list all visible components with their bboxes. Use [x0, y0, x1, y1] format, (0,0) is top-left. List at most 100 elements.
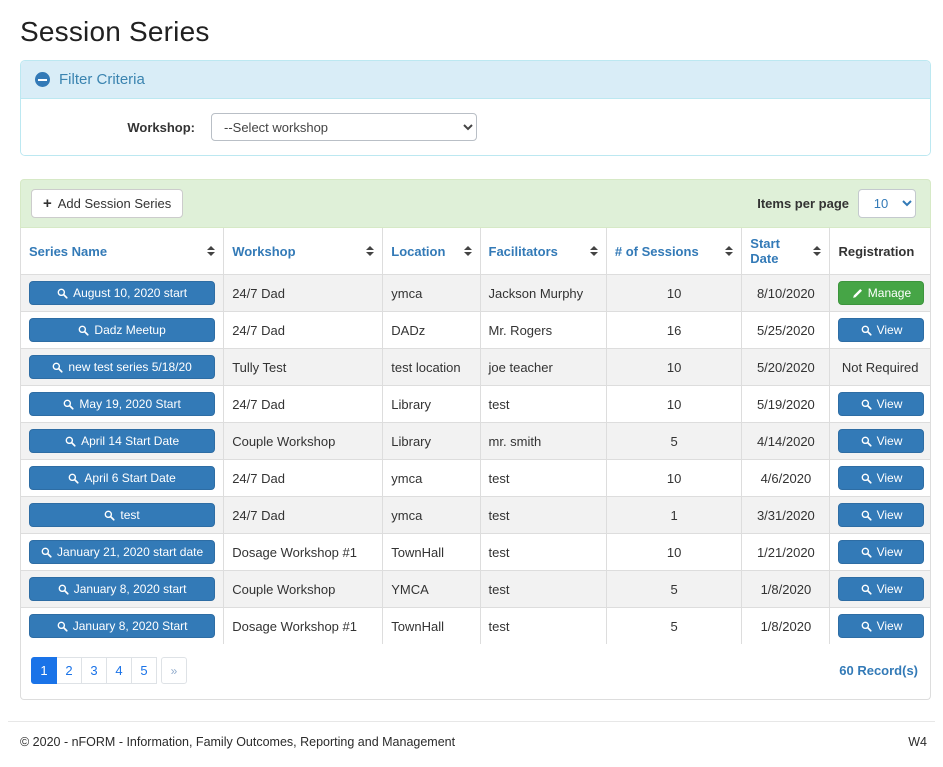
pagination-page-2-button[interactable]: 2 [56, 657, 82, 684]
page-title: Session Series [20, 16, 210, 47]
view-registration-button[interactable]: View [838, 503, 925, 527]
workshop-cell: 24/7 Dad [223, 496, 383, 534]
view-registration-button[interactable]: View [838, 466, 925, 490]
table-row: January 21, 2020 start date Dosage Worksh… [21, 533, 930, 571]
column-header-start-date[interactable]: Start Date [741, 228, 830, 275]
view-registration-button[interactable]: View [838, 540, 925, 564]
pagination-page-3-button[interactable]: 3 [81, 657, 107, 684]
facilitators-cell: test [479, 459, 607, 497]
series-name-cell: Dadz Meetup [21, 311, 224, 349]
manage-button-label: Manage [867, 286, 912, 300]
sort-icon[interactable] [366, 246, 375, 256]
workshop-cell: 24/7 Dad [223, 274, 383, 312]
view-registration-button[interactable]: View [838, 318, 925, 342]
facilitators-cell: Mr. Rogers [479, 311, 607, 349]
sessions-count-cell: 1 [605, 496, 742, 534]
series-name-cell: August 10, 2020 start [21, 274, 224, 312]
magnifier-icon [861, 399, 872, 410]
pagination-next-button[interactable]: » [161, 657, 187, 684]
series-name-button[interactable]: new test series 5/18/20 [29, 355, 216, 379]
collapse-minus-icon[interactable] [35, 72, 50, 87]
sort-icon[interactable] [463, 246, 472, 256]
view-registration-button[interactable]: View [838, 392, 925, 416]
sessions-count-cell: 10 [605, 274, 742, 312]
magnifier-icon [53, 362, 63, 373]
sort-icon[interactable] [589, 246, 598, 256]
sessions-count-cell: 16 [605, 311, 742, 349]
sessions-count-cell: 5 [605, 422, 742, 460]
workshop-select[interactable]: --Select workshop [211, 113, 477, 141]
column-header-series-name[interactable]: Series Name [21, 228, 224, 275]
view-registration-button[interactable]: View [838, 577, 925, 601]
facilitators-cell: test [479, 533, 607, 571]
series-name-button[interactable]: January 21, 2020 start date [29, 540, 216, 564]
series-name-label: January 21, 2020 start date [57, 545, 204, 559]
sort-icon[interactable] [725, 246, 734, 256]
location-cell: TownHall [382, 607, 481, 644]
table-row: April 14 Start Date Couple Workshop Librar… [21, 422, 930, 460]
magnifier-icon [79, 325, 89, 336]
series-name-button[interactable]: January 8, 2020 start [29, 577, 216, 601]
sort-icon[interactable] [813, 246, 822, 256]
series-name-button[interactable]: January 8, 2020 Start [29, 614, 216, 638]
magnifier-icon [861, 584, 872, 595]
series-name-button[interactable]: test [29, 503, 216, 527]
series-name-label: Dadz Meetup [94, 323, 166, 337]
view-registration-button[interactable]: View [838, 614, 925, 638]
magnifier-icon [861, 621, 872, 632]
view-button-label: View [876, 508, 903, 522]
table-toolbar: + Add Session Series Items per page 10 [20, 179, 931, 228]
column-label: Series Name [29, 243, 108, 259]
view-button-label: View [876, 582, 903, 596]
pagination-page-4-button[interactable]: 4 [106, 657, 132, 684]
view-registration-button[interactable]: View [838, 429, 925, 453]
workshop-cell: Couple Workshop [223, 570, 383, 608]
location-cell: DADz [382, 311, 481, 349]
sessions-count-cell: 10 [605, 533, 742, 571]
record-count: 60 Record(s) [839, 663, 918, 678]
series-name-button[interactable]: May 19, 2020 Start [29, 392, 216, 416]
column-header-of-sessions[interactable]: # of Sessions [605, 228, 742, 275]
series-name-label: May 19, 2020 Start [79, 397, 181, 411]
series-name-cell: April 14 Start Date [21, 422, 224, 460]
add-session-series-label: Add Session Series [57, 196, 172, 211]
column-label: Workshop [232, 243, 296, 259]
sort-icon[interactable] [207, 246, 216, 256]
view-button-label: View [876, 434, 903, 448]
add-session-series-button[interactable]: + Add Session Series [31, 189, 184, 218]
table-header-row: Series Name Workshop Location Facilitators #… [21, 228, 930, 275]
workshop-cell: Tully Test [223, 348, 383, 386]
workshop-cell: Dosage Workshop #1 [223, 533, 383, 571]
column-header-workshop[interactable]: Workshop [223, 228, 383, 275]
series-name-cell: April 6 Start Date [21, 459, 224, 497]
registration-cell: View [829, 496, 930, 534]
series-name-button[interactable]: April 6 Start Date [29, 466, 216, 490]
pagination-page-1-button[interactable]: 1 [31, 657, 57, 684]
location-cell: ymca [382, 459, 481, 497]
series-name-label: test [120, 508, 140, 522]
series-name-button[interactable]: August 10, 2020 start [29, 281, 216, 305]
facilitators-cell: test [479, 570, 607, 608]
table-row: January 8, 2020 start Couple Workshop YMCA… [21, 570, 930, 608]
magnifier-icon [861, 436, 872, 447]
column-header-location[interactable]: Location [382, 228, 481, 275]
series-name-button[interactable]: April 14 Start Date [29, 429, 216, 453]
column-header-facilitators[interactable]: Facilitators [479, 228, 607, 275]
series-name-cell: test [21, 496, 224, 534]
registration-cell: View [829, 422, 930, 460]
series-name-cell: January 8, 2020 Start [21, 607, 224, 644]
sessions-count-cell: 10 [605, 459, 742, 497]
series-name-button[interactable]: Dadz Meetup [29, 318, 216, 342]
pagination-page-5-button[interactable]: 5 [131, 657, 157, 684]
items-per-page-select[interactable]: 10 [858, 189, 916, 218]
magnifier-icon [57, 288, 68, 299]
footer-copyright: © 2020 - nFORM - Information, Family Out… [20, 735, 456, 749]
manage-registration-button[interactable]: Manage [838, 281, 925, 305]
table-footer: 1 2 3 4 5» 60 Record(s) [21, 644, 930, 699]
location-cell: ymca [382, 274, 481, 312]
filter-panel-header[interactable]: Filter Criteria [21, 61, 930, 99]
registration-cell: View [829, 570, 930, 608]
session-series-panel: + Add Session Series Items per page 10 S… [20, 179, 931, 700]
start-date-cell: 4/6/2020 [741, 459, 830, 497]
view-button-label: View [876, 619, 903, 633]
